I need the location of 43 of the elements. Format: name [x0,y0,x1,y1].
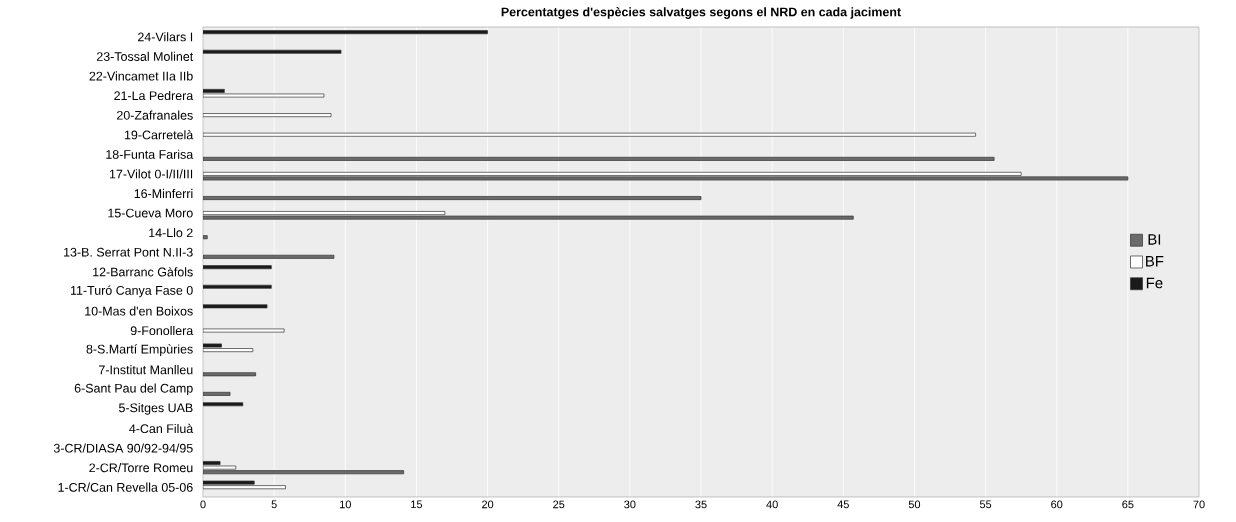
y-tick-label: 19-Carretelà [124,130,194,140]
x-tick-label: 50 [908,500,921,509]
y-tick-label: 21-La Pedrera [114,90,194,101]
y-tick-label: 22-Vincamet IIa IIb [89,71,193,81]
y-tick-label: 1-CR/Can Revella 05-06 [58,482,193,492]
y-tick-label: 16-Minferri [134,188,193,199]
y-tick-label: 23-Tossal Molinet [96,51,194,61]
x-tick-label: 70 [1193,500,1205,509]
y-tick-label: 5-Sitges UAB [118,403,193,415]
y-tick-label: 4-Can Filuà [129,423,194,434]
x-tick-label: 25 [553,500,565,509]
y-tick-label: 7-Institut Manlleu [99,365,193,375]
x-tick-label: 10 [340,500,351,509]
y-tick-label: 15-Cueva Moro [108,208,193,218]
x-tick-label: 40 [766,500,778,509]
y-tick-label: 3-CR/DIASA 90/92-94/95 [53,443,193,453]
y-tick-label: 2-CR/Torre Romeu [89,463,193,473]
y-tick-label: 8-S.Martí Empùries [86,344,193,356]
x-tick-label: 30 [624,500,636,509]
legend-label: BI [1148,234,1161,245]
y-tick-label: 13-B. Serrat Pont N.II-3 [64,247,193,257]
x-tick-label: 0 [200,500,206,509]
y-tick-label: 12-Barranc Gàfols [93,267,193,277]
y-tick-label: 9-Fonollera [130,325,194,336]
y-tick-label: 17-Vilot 0-I/II/III [109,169,193,179]
y-tick-label: 6-Sant Pau del Camp [74,383,193,396]
y-tick-label: 18-Funta Farisa [106,149,194,159]
x-tick-label: 35 [695,500,707,509]
x-tick-label: 15 [411,500,423,509]
chart-title: Percentatges d'espècies salvatges segons el NRD en cada jaciment [501,7,901,19]
x-tick-label: 55 [979,500,992,509]
x-tick-label: 60 [1051,500,1063,509]
y-tick-label: 24-Vilars I [138,32,193,42]
x-tick-label: 45 [837,500,849,509]
y-tick-label: 14-Llo 2 [149,228,193,238]
legend-label: BF [1146,256,1164,267]
x-tick-label: 65 [1122,500,1134,509]
x-tick-label: 20 [482,500,494,509]
y-tick-label: 10-Mas d'en Boixos [85,306,193,316]
legend-label: Fe [1146,277,1163,289]
y-tick-label: 11-Turó Canya Fase 0 [70,285,193,298]
y-tick-label: 20-Zafranales [117,110,193,120]
x-tick-label: 5 [271,500,277,509]
